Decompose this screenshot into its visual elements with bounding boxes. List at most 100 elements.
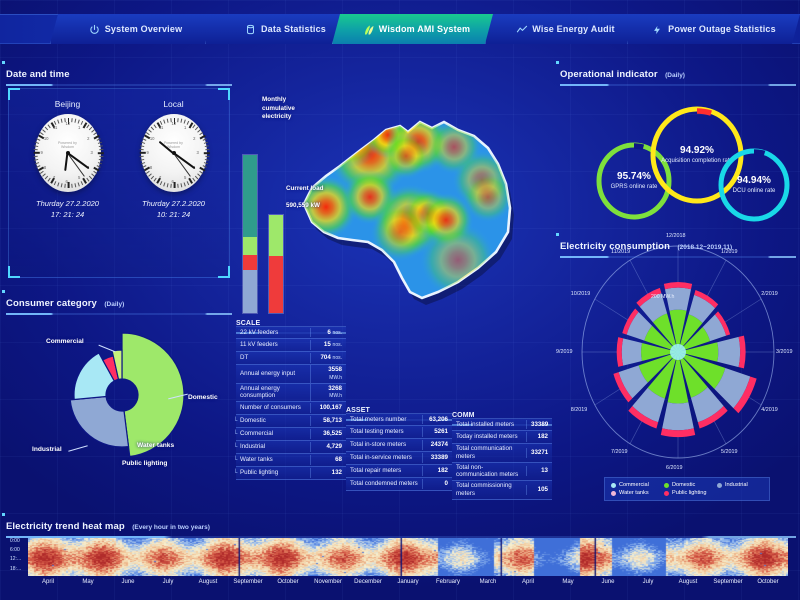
donut-slice-domestic[interactable] (121, 332, 185, 458)
nav-tab-power-outage-statistics[interactable]: Power Outage Statistics (627, 14, 800, 44)
header-dot (2, 61, 5, 64)
polar-segment-domestic[interactable] (652, 313, 678, 352)
clock-date-text: Thurday 27.2.2020 (142, 199, 205, 208)
heatmap-x-tick: December (354, 579, 382, 585)
polar-segment-domestic[interactable] (641, 343, 678, 361)
table-cell-value: 3268 MW.h (310, 383, 346, 401)
clock-number: 8 (149, 164, 153, 170)
heatmap-header: Electricity trend heat map (Every hour i… (2, 513, 796, 538)
polar-segment-domestic[interactable] (647, 352, 678, 399)
polar-segment-public-lighting[interactable] (697, 406, 728, 429)
heatmap-canvas[interactable] (28, 538, 788, 576)
polar-segment-industrial[interactable] (702, 314, 727, 342)
polar-segment-industrial[interactable] (626, 311, 653, 341)
current-load-caption: Current load (286, 184, 324, 192)
heatmap-x-tick: June (121, 579, 135, 585)
table-cell-value: 24374 (422, 440, 452, 450)
heatmap-y-tick: 6:00 (10, 547, 20, 554)
polar-segment-industrial[interactable] (662, 402, 694, 431)
polar-segment-public-lighting[interactable] (733, 376, 757, 414)
legend-item[interactable]: Commercial (611, 482, 657, 488)
polar-segment-industrial[interactable] (621, 338, 642, 366)
polar-radial-tick-label: 200 MW.h (651, 294, 675, 300)
donut-slice-industrial[interactable] (69, 395, 130, 448)
polar-segment-domestic[interactable] (678, 352, 726, 389)
corner-br (218, 266, 230, 278)
polar-segment-industrial[interactable] (690, 387, 724, 423)
table-cell-label: Annual energy input (240, 369, 296, 377)
polar-segment-domestic[interactable] (678, 352, 708, 398)
polar-segment-public-lighting[interactable] (622, 308, 639, 335)
heatmap-y-tick: 12:... (10, 556, 22, 563)
legend-item[interactable]: Public lighting (664, 490, 710, 496)
corner-bl (8, 266, 20, 278)
operational-indicator-title: Operational indicator (560, 69, 658, 80)
polar-segment-domestic[interactable] (678, 342, 719, 362)
table-row: Total meters number 63,206 (346, 413, 452, 426)
polar-segment-public-lighting[interactable] (628, 406, 659, 429)
polar-segment-domestic[interactable] (678, 326, 711, 352)
consumer-donut-chart[interactable] (52, 320, 192, 470)
legend-item[interactable]: Water tanks (611, 490, 657, 496)
nav-tab-wisdom-ami-system[interactable]: Wisdom AMI System (332, 14, 500, 44)
polar-segment-public-lighting[interactable] (738, 335, 746, 369)
bar-monthly-cumulative[interactable] (242, 154, 258, 314)
table-row: DT 704 nos. (236, 352, 346, 365)
polar-segment-public-lighting[interactable] (636, 287, 662, 307)
donut-slice-commercial[interactable] (73, 352, 116, 401)
legend-item[interactable]: Domestic (664, 482, 710, 488)
corner-tr (218, 88, 230, 100)
polar-segment-domestic[interactable] (678, 314, 703, 352)
clock-number: 6 (171, 179, 174, 184)
polar-segment-public-lighting[interactable] (613, 372, 633, 403)
polar-category-label: 4/2019 (761, 407, 778, 413)
polar-segment-public-lighting[interactable] (694, 290, 719, 309)
header-dot (556, 61, 559, 64)
heatmap-x-tick: July (162, 579, 174, 585)
map-hotspot (382, 132, 430, 180)
polar-segment-industrial[interactable] (664, 287, 692, 311)
pie-label-commercial: Commercial (46, 338, 84, 345)
gauge-caption: DCU online rate (732, 187, 776, 194)
nav-tab-wise-energy-audit[interactable]: Wise Energy Audit (485, 14, 645, 44)
cell-unit: MW.h (329, 393, 342, 400)
load-density-map[interactable] (282, 92, 552, 310)
gauge-value: 95.74% (617, 170, 651, 182)
polar-segment-industrial[interactable] (717, 336, 741, 368)
clock-number: 5 (78, 175, 81, 181)
polar-segment-public-lighting[interactable] (660, 428, 696, 438)
polar-segment-domestic[interactable] (638, 352, 678, 383)
polar-segment-industrial[interactable] (714, 368, 751, 409)
legend-label: Water tanks (619, 490, 649, 496)
polar-segment-public-lighting[interactable] (663, 282, 693, 290)
legend-item[interactable]: Industrial (717, 482, 763, 488)
asset-table-header: ASSET (346, 399, 452, 421)
table-cell-value: 5261 (422, 427, 452, 437)
gauge-ring (717, 148, 791, 222)
gauge-gprs-online-rate[interactable]: 95.74% GPRS online rate (594, 140, 674, 222)
bar-current-load[interactable] (268, 214, 284, 314)
table-cell-label: Total in-service meters (350, 454, 412, 462)
polar-segment-industrial[interactable] (639, 293, 668, 323)
bar-segment-public-lighting (269, 256, 283, 313)
table-cell-value: 33389 (422, 453, 452, 463)
nav-tab-system-overview[interactable]: System Overview (50, 14, 220, 44)
polar-segment-industrial[interactable] (618, 365, 648, 399)
polar-segment-domestic[interactable] (667, 352, 689, 404)
gauge-dcu-online-rate[interactable]: 94.94% DCU online rate (716, 146, 792, 224)
polar-segment-industrial[interactable] (632, 387, 665, 423)
polar-segment-domestic[interactable] (669, 309, 687, 352)
polar-segment-public-lighting[interactable] (616, 337, 624, 367)
table-cell-label: Total commissioning meters (456, 482, 512, 497)
table-cell-value: 33271 (526, 447, 552, 458)
polar-segment-domestic[interactable] (644, 325, 678, 352)
polar-chart[interactable] (556, 242, 800, 482)
table-cell-value: 15 nos. (310, 340, 346, 350)
clock-date-text: Thurday 27.2.2020 (36, 199, 99, 208)
polar-segment-public-lighting[interactable] (714, 311, 731, 336)
polar-segment-industrial[interactable] (688, 294, 716, 323)
heatmap-x-tick: June (601, 579, 615, 585)
bar-segment-commercial (243, 237, 257, 255)
table-cell-label: Industrial (236, 442, 310, 452)
